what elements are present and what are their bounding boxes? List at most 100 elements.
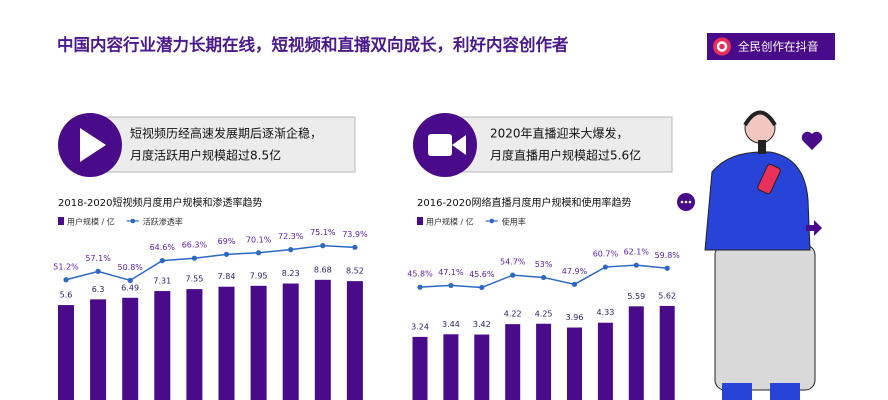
- bar: [122, 297, 139, 400]
- point-label: 45.6%: [469, 270, 495, 279]
- bar-label: 7.31: [153, 277, 171, 286]
- shoe: [770, 383, 800, 400]
- body: [704, 151, 811, 251]
- phone: [757, 163, 781, 195]
- bar: [218, 286, 235, 400]
- bar: [186, 289, 203, 400]
- point-label: 73.9%: [342, 230, 368, 239]
- legend-swatch: [58, 217, 64, 225]
- legs: [714, 244, 816, 391]
- line-point: [256, 250, 262, 256]
- line-point: [479, 284, 485, 291]
- bar: [505, 324, 521, 400]
- dot: [680, 200, 684, 204]
- chart-title: 2018-2020短视频月度用户规模和渗透率趋势: [58, 196, 263, 209]
- bar: [154, 291, 171, 400]
- bar: [282, 283, 299, 400]
- legend-swatch: [417, 217, 423, 225]
- line-point: [127, 277, 133, 283]
- play-icon: [80, 128, 106, 162]
- legend-dot: [489, 218, 495, 224]
- card-text: 月度直播用户规模超过5.6亿: [490, 148, 641, 163]
- point-label: 66.3%: [182, 241, 208, 250]
- illustration: [677, 110, 823, 400]
- point-label: 70.1%: [246, 235, 272, 244]
- bar-label: 3.44: [442, 320, 460, 329]
- line-point: [664, 265, 670, 271]
- bar: [659, 305, 675, 400]
- bar-label: 3.24: [411, 322, 429, 331]
- point-label: 50.8%: [117, 263, 143, 272]
- line-point: [510, 272, 516, 278]
- legend-label: 使用率: [502, 217, 526, 227]
- bar-label: 8.52: [346, 267, 364, 276]
- point-label: 72.3%: [278, 232, 304, 241]
- camera-icon: [428, 134, 452, 156]
- point-label: 51.2%: [53, 262, 79, 271]
- line-point: [95, 268, 101, 274]
- card-text: 2020年直播迎来大爆发，: [490, 126, 629, 141]
- arrow: [806, 220, 822, 236]
- line-point: [541, 274, 547, 281]
- point-label: 59.8%: [654, 251, 680, 260]
- bar-label: 3.42: [473, 320, 491, 329]
- bar: [536, 323, 552, 400]
- line-point: [159, 258, 165, 264]
- bar: [443, 334, 459, 400]
- legend-label: 用户规模 / 亿: [426, 217, 474, 227]
- bar-label: 5.59: [627, 292, 645, 301]
- bar-label: 5.62: [658, 291, 676, 300]
- line-point: [191, 255, 197, 261]
- bar-label: 4.22: [504, 310, 522, 319]
- legend-dot: [130, 218, 136, 224]
- point-label: 47.9%: [562, 267, 588, 276]
- line-point: [417, 284, 423, 290]
- line-point: [352, 244, 358, 250]
- point-label: 60.7%: [593, 250, 619, 259]
- bar: [58, 305, 74, 400]
- bar: [250, 285, 267, 400]
- bar-label: 8.23: [282, 269, 300, 278]
- line-point: [320, 243, 326, 249]
- badge-text: 全民创作在抖音: [738, 40, 819, 54]
- page-title: 中国内容行业潜力长期在线，短视频和直播双向成长，利好内容创作者: [57, 35, 569, 55]
- dot: [684, 200, 688, 204]
- bar: [412, 336, 428, 400]
- bar-label: 4.25: [535, 309, 553, 318]
- card-box: [89, 116, 356, 173]
- bar: [90, 299, 107, 400]
- bar-label: 3.96: [566, 313, 584, 322]
- bar-label: 4.33: [596, 308, 614, 317]
- point-label: 47.1%: [438, 268, 464, 277]
- line-point: [571, 281, 578, 287]
- legend-label: 用户规模 / 亿: [67, 217, 115, 227]
- card-box: [444, 116, 673, 173]
- dot: [688, 200, 692, 204]
- point-label: 69%: [218, 237, 236, 246]
- bar-label: 5.6: [60, 291, 73, 300]
- bar: [628, 306, 644, 400]
- card-text: 月度活跃用户规模超过8.5亿: [130, 148, 281, 163]
- point-label: 75.1%: [310, 228, 336, 237]
- bar: [597, 322, 613, 400]
- bar-label: 8.68: [314, 265, 332, 274]
- card-text: 短视频历经高速发展期后逐渐企稳，: [130, 126, 322, 141]
- bar: [474, 334, 490, 400]
- camera-lens: [452, 135, 466, 155]
- series-line: [65, 244, 355, 282]
- line-point: [223, 251, 230, 257]
- line-point: [288, 247, 294, 253]
- line-point: [633, 262, 639, 268]
- bar-label: 7.84: [218, 272, 236, 281]
- point-label: 54.7%: [500, 258, 526, 267]
- line-point: [448, 282, 454, 289]
- point-label: 53%: [535, 260, 553, 269]
- badge-icon-ring: [716, 41, 728, 52]
- legend-label: 活跃渗透率: [143, 217, 183, 227]
- point-label: 64.6%: [150, 243, 176, 252]
- heart: [801, 131, 823, 150]
- bar-label: 7.55: [185, 275, 203, 284]
- bar-label: 6.3: [92, 285, 105, 294]
- point-label: 45.8%: [407, 270, 433, 279]
